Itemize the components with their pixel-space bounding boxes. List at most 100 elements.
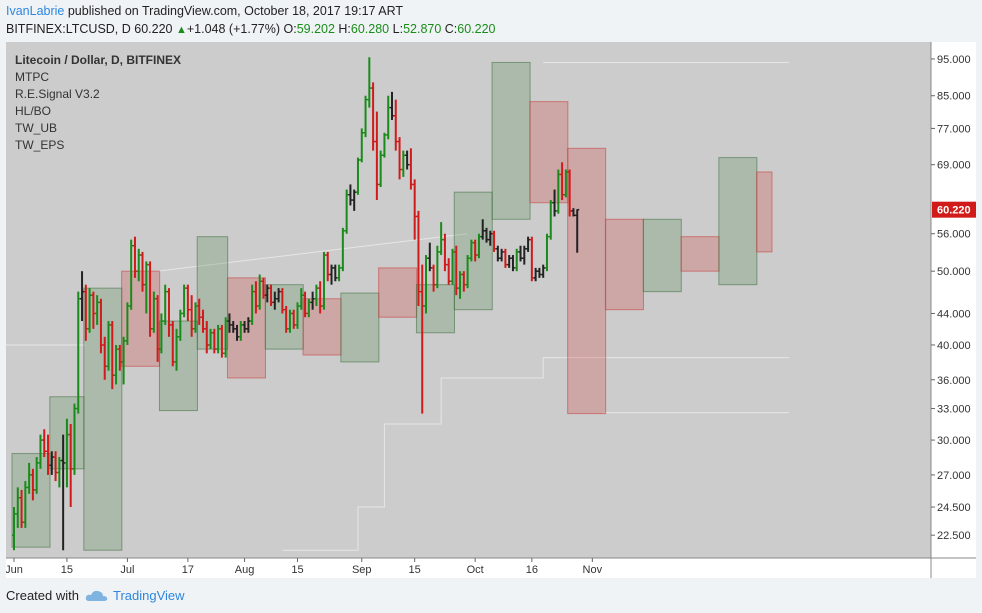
- price-bar: [15, 487, 20, 528]
- price-bar: [393, 99, 398, 151]
- price-bar: [473, 239, 478, 262]
- price-bar: [287, 309, 292, 333]
- price-bar: [469, 239, 474, 262]
- y-tick-label: 40.000: [937, 340, 971, 352]
- price-bar: [575, 208, 580, 253]
- y-tick-label: 22.500: [937, 530, 971, 542]
- y-tick-label: 56.000: [937, 229, 971, 241]
- price-bar: [548, 200, 553, 240]
- price-bar: [495, 245, 500, 262]
- price-bar: [132, 236, 137, 278]
- price-bar: [61, 434, 66, 551]
- price-bar: [250, 284, 255, 325]
- price-bar: [510, 255, 515, 272]
- time-axis[interactable]: [6, 558, 976, 578]
- indicator-mtpc[interactable]: MTPC: [15, 70, 49, 84]
- price-bar: [492, 230, 497, 252]
- symbol-info-bar: BITFINEX:LTCUSD, D 60.220 ▲+1.048 (+1.77…: [6, 22, 496, 36]
- price-bar: [420, 264, 425, 414]
- price-bar: [310, 291, 315, 310]
- y-tick-label: 30.000: [937, 435, 971, 447]
- price-bar: [72, 403, 77, 475]
- price-bar: [76, 291, 81, 414]
- open-value: 59.202: [296, 22, 335, 36]
- bearish-range-box: [567, 147, 607, 415]
- time-ticks: Jun 15 Jul 17 Aug 15 Sep 15 Oct 16 Nov: [6, 558, 603, 576]
- price-bar: [499, 248, 504, 262]
- indicator-twub[interactable]: TW_UB: [15, 121, 57, 135]
- price-bar: [408, 148, 413, 190]
- price-bar: [227, 313, 232, 333]
- price-bar: [560, 162, 565, 201]
- high-label: H:: [338, 22, 351, 36]
- plot-area[interactable]: [6, 42, 931, 558]
- price-bar: [484, 227, 489, 243]
- price-bar: [390, 91, 394, 120]
- bullish-range-box: [340, 292, 380, 363]
- price-bar: [166, 288, 171, 337]
- y-tick-label: 24.500: [937, 502, 971, 514]
- price-bar: [242, 321, 247, 333]
- price-axis[interactable]: [931, 42, 976, 578]
- price-bar: [529, 236, 534, 282]
- price-bar: [125, 302, 130, 345]
- support-line: [157, 233, 468, 272]
- price-bar: [174, 328, 179, 371]
- price-bar: [185, 284, 190, 322]
- price-bar: [374, 111, 379, 201]
- low-label: L:: [392, 22, 404, 36]
- price-bar: [363, 95, 368, 138]
- price-bar: [427, 242, 432, 272]
- price-bar: [30, 468, 35, 501]
- price-bar: [503, 248, 508, 268]
- price-bar: [106, 321, 111, 371]
- price-bar: [64, 418, 69, 488]
- indicator-tweps[interactable]: TW_EPS: [15, 138, 64, 152]
- x-tick-label: Nov: [583, 564, 603, 576]
- price-bar: [231, 321, 236, 333]
- price-bar: [412, 179, 417, 240]
- price-bar: [182, 284, 187, 318]
- indicator-hlbo[interactable]: HL/BO: [15, 104, 51, 118]
- x-tick-label: 15: [291, 564, 303, 576]
- indicator-resignal[interactable]: R.E.Signal V3.2: [15, 87, 100, 101]
- x-tick-label: Oct: [467, 564, 484, 576]
- price-bar: [284, 306, 289, 333]
- published-text: published on TradingView.com, October 18…: [67, 4, 404, 18]
- price-bar: [318, 281, 323, 314]
- price-bar: [314, 284, 319, 307]
- y-tick-label: 27.000: [937, 470, 971, 482]
- price-bar: [386, 95, 391, 140]
- price-bar: [461, 271, 466, 292]
- price-bar: [571, 208, 576, 217]
- tradingview-label: TradingView: [112, 588, 185, 603]
- price-bar: [12, 507, 16, 551]
- price-bar: [216, 324, 221, 354]
- x-tick-label: Sep: [352, 564, 372, 576]
- price-bar: [397, 137, 402, 180]
- price-bar: [378, 150, 383, 187]
- author-link[interactable]: IvanLabrie: [6, 4, 65, 18]
- price-bar: [556, 169, 561, 214]
- price-bar: [163, 284, 168, 325]
- price-bar: [42, 429, 47, 458]
- price-bar: [223, 317, 228, 358]
- last-price-label: 60.220: [937, 205, 971, 217]
- price-bar: [246, 317, 251, 333]
- price-bar: [367, 57, 372, 108]
- cloud-icon: [85, 590, 108, 601]
- price-bar: [136, 248, 141, 282]
- price-bar: [80, 271, 85, 322]
- price-bar: [235, 324, 240, 341]
- price-bar: [299, 288, 304, 310]
- y-tick-label: 36.000: [937, 375, 971, 387]
- tradingview-brand[interactable]: TradingView: [85, 588, 185, 603]
- price-bar: [27, 462, 32, 494]
- price-bar: [382, 132, 387, 158]
- price-chart[interactable]: 95.000 85.000 77.000 69.000 56.000 50.000 44.0…: [6, 42, 976, 578]
- price-bar: [95, 295, 100, 325]
- price-bar: [401, 150, 406, 177]
- y-tick-label: 44.000: [937, 308, 971, 320]
- y-tick-label: 50.000: [937, 266, 971, 278]
- price-bar: [19, 489, 24, 528]
